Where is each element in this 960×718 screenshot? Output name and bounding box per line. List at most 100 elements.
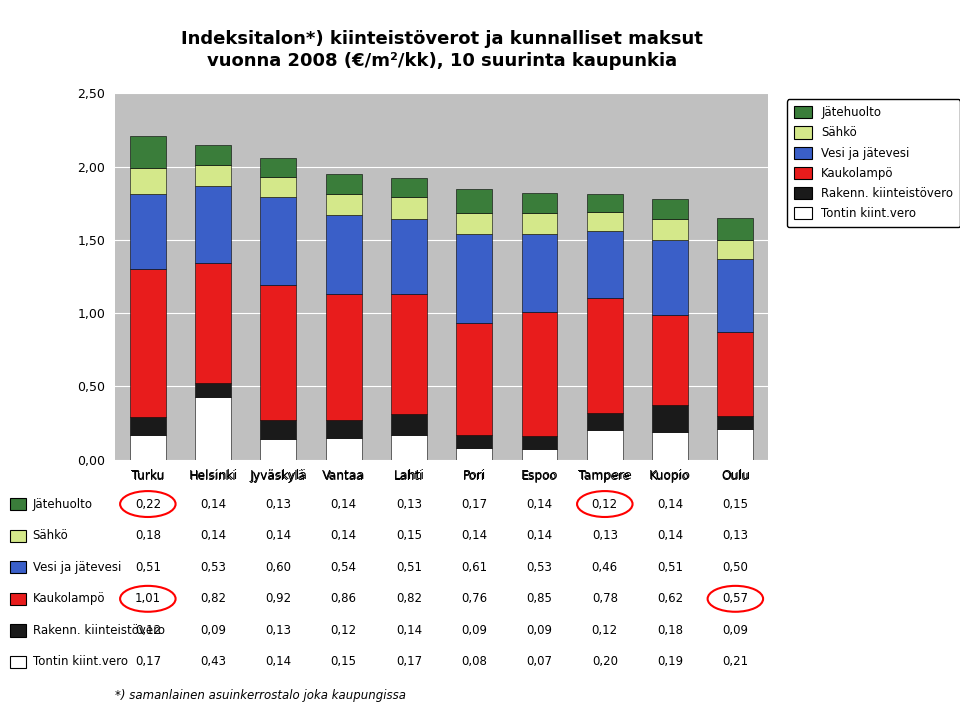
Text: 0,12: 0,12: [591, 624, 618, 637]
Bar: [325, 174, 362, 195]
Text: 0,14: 0,14: [200, 529, 227, 542]
Text: Pori: Pori: [463, 470, 486, 482]
Text: 0,50: 0,50: [723, 561, 748, 574]
Bar: [130, 195, 166, 269]
Bar: [10, 530, 26, 542]
Bar: [260, 177, 297, 197]
Text: 0,86: 0,86: [330, 592, 357, 605]
Bar: [325, 215, 362, 294]
Text: 0,57: 0,57: [722, 592, 749, 605]
Text: 0,43: 0,43: [200, 656, 227, 668]
Text: 0,61: 0,61: [461, 561, 488, 574]
Text: Turku: Turku: [132, 470, 164, 482]
Text: 0,18: 0,18: [134, 529, 161, 542]
Bar: [587, 430, 623, 460]
Bar: [391, 219, 427, 294]
Bar: [652, 240, 688, 314]
Text: 0,54: 0,54: [330, 561, 357, 574]
Bar: [456, 434, 492, 448]
Text: 0,85: 0,85: [527, 592, 552, 605]
Text: 0,13: 0,13: [265, 498, 292, 510]
Text: 0,09: 0,09: [200, 624, 227, 637]
Text: Jätehuolto: Jätehuolto: [33, 498, 92, 510]
Text: Helsinki: Helsinki: [190, 470, 236, 482]
Text: 0,14: 0,14: [657, 529, 684, 542]
Text: 0,17: 0,17: [134, 656, 161, 668]
Text: 0,14: 0,14: [526, 498, 553, 510]
Text: 0,19: 0,19: [657, 656, 684, 668]
Text: 0,14: 0,14: [265, 529, 292, 542]
Bar: [130, 269, 166, 417]
Bar: [587, 195, 623, 212]
Bar: [10, 625, 26, 637]
Text: 0,21: 0,21: [722, 656, 749, 668]
Text: 0,53: 0,53: [201, 561, 226, 574]
Bar: [521, 193, 558, 213]
Bar: [456, 213, 492, 234]
Text: Kaukolampö: Kaukolampö: [33, 592, 106, 605]
Text: 0,53: 0,53: [527, 561, 552, 574]
Text: 0,13: 0,13: [396, 498, 422, 510]
Text: Espoo: Espoo: [522, 470, 557, 482]
Bar: [521, 449, 558, 460]
Text: Indeksitalon*) kiinteistöverot ja kunnalliset maksut: Indeksitalon*) kiinteistöverot ja kunnal…: [180, 30, 703, 49]
Bar: [260, 197, 297, 285]
Text: Oulu: Oulu: [722, 470, 749, 482]
Bar: [587, 212, 623, 231]
Bar: [456, 234, 492, 323]
Bar: [130, 417, 166, 434]
Bar: [391, 434, 427, 460]
Bar: [652, 432, 688, 460]
Bar: [10, 498, 26, 510]
Text: 0,09: 0,09: [461, 624, 488, 637]
Bar: [717, 259, 754, 332]
Bar: [195, 186, 231, 264]
Text: 0,14: 0,14: [330, 529, 357, 542]
Bar: [717, 218, 754, 240]
Text: 0,15: 0,15: [396, 529, 422, 542]
Bar: [391, 178, 427, 197]
Text: 0,78: 0,78: [591, 592, 618, 605]
Bar: [10, 656, 26, 668]
Text: 1,01: 1,01: [134, 592, 161, 605]
Text: 0,08: 0,08: [462, 656, 487, 668]
Text: Jyväskylä: Jyväskylä: [251, 470, 306, 482]
Bar: [260, 285, 297, 420]
Text: 0,82: 0,82: [396, 592, 422, 605]
Bar: [260, 439, 297, 460]
Bar: [391, 197, 427, 219]
Text: 0,14: 0,14: [657, 498, 684, 510]
Bar: [130, 434, 166, 460]
Text: 0,14: 0,14: [396, 624, 422, 637]
Bar: [325, 195, 362, 215]
Text: 0,07: 0,07: [526, 656, 553, 668]
Text: 0,12: 0,12: [591, 498, 618, 510]
Bar: [325, 420, 362, 437]
Bar: [587, 231, 623, 299]
Bar: [195, 264, 231, 383]
Text: 0,51: 0,51: [134, 561, 161, 574]
Text: Sähkö: Sähkö: [33, 529, 68, 542]
Text: 0,13: 0,13: [722, 529, 749, 542]
Bar: [260, 420, 297, 439]
Bar: [195, 396, 231, 460]
Text: vuonna 2008 (€/m²/kk), 10 suurinta kaupunkia: vuonna 2008 (€/m²/kk), 10 suurinta kaupu…: [206, 52, 677, 70]
Bar: [130, 168, 166, 195]
Text: 0,09: 0,09: [526, 624, 553, 637]
Text: 0,82: 0,82: [200, 592, 227, 605]
Text: 0,14: 0,14: [200, 498, 227, 510]
Text: Vantaa: Vantaa: [324, 470, 364, 482]
Text: 0,13: 0,13: [591, 529, 618, 542]
Bar: [10, 561, 26, 573]
Bar: [195, 144, 231, 165]
Text: 0,15: 0,15: [330, 656, 357, 668]
Bar: [325, 294, 362, 420]
Text: 0,12: 0,12: [134, 624, 161, 637]
Text: 0,09: 0,09: [722, 624, 749, 637]
Text: Lahti: Lahti: [395, 470, 423, 482]
Text: 0,60: 0,60: [265, 561, 292, 574]
Text: 0,20: 0,20: [591, 656, 618, 668]
Text: 0,17: 0,17: [396, 656, 422, 668]
Text: *) samanlainen asuinkerrostalo joka kaupungissa: *) samanlainen asuinkerrostalo joka kaup…: [115, 689, 406, 701]
Text: Kuopio: Kuopio: [650, 470, 690, 482]
